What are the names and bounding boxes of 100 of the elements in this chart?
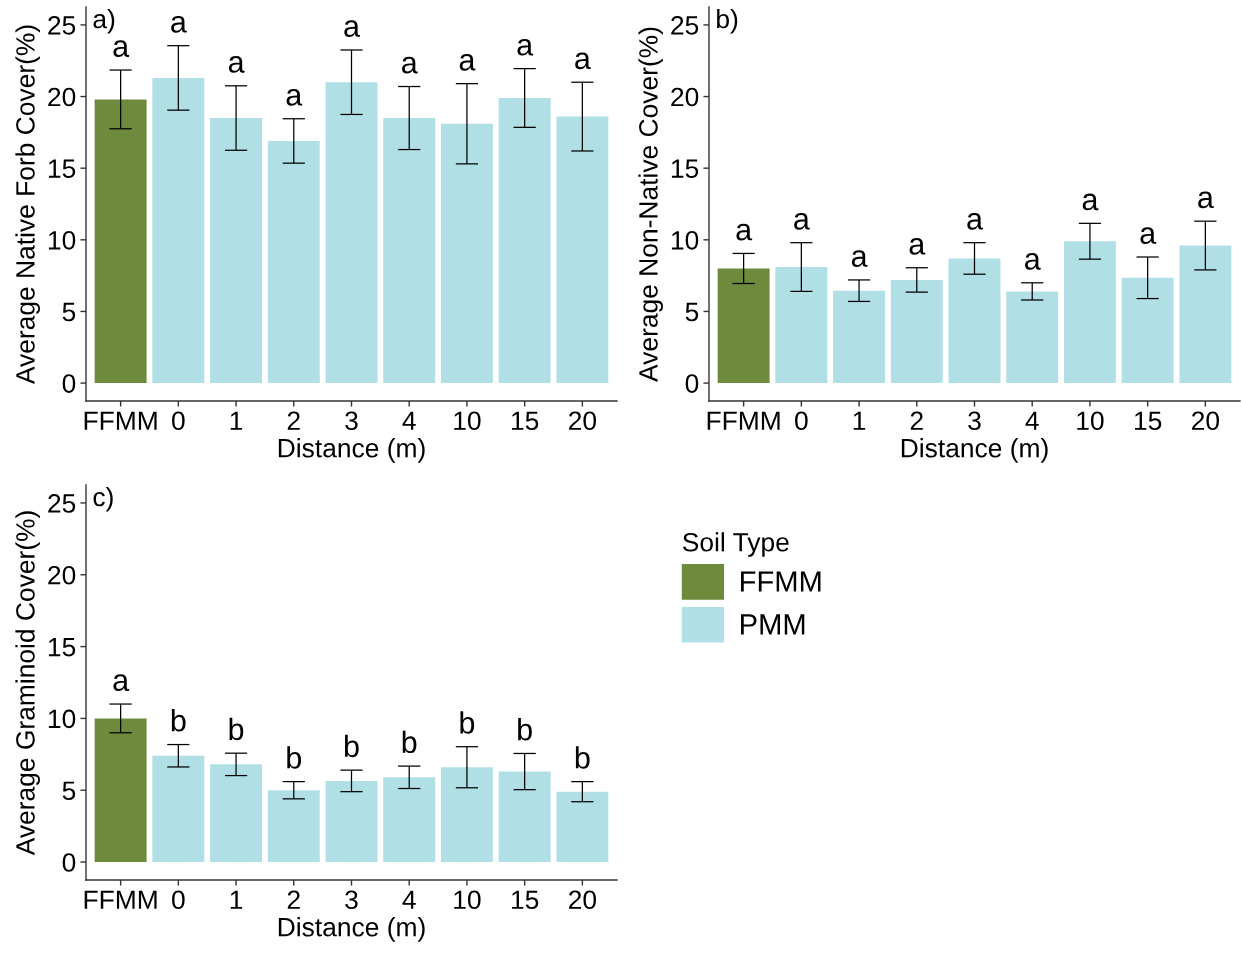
annotation: a [794, 212, 810, 230]
annotation: a [1140, 227, 1157, 245]
bar [210, 764, 263, 863]
y-tick-label: 20 [671, 87, 699, 107]
y-axis-title: Average Native Forb Cover(%) [15, 25, 40, 385]
bar [556, 791, 609, 863]
legend-label: PMM [741, 614, 805, 635]
annotation: a [1198, 191, 1214, 209]
x-tick-label: 3 [968, 411, 981, 431]
y-tick-label: 25 [48, 16, 76, 35]
bar [267, 790, 320, 863]
x-tick-label: FFMM [84, 890, 157, 909]
y-tick-label: 5 [62, 781, 76, 801]
annotation: a [575, 52, 591, 70]
bar [94, 99, 147, 384]
y-tick-label: 10 [48, 230, 76, 250]
y-axis-title: Average Graminoid Cover(%) [15, 511, 40, 856]
x-tick-label: 15 [511, 411, 539, 431]
bar [267, 140, 320, 384]
x-axis-title: Distance (m) [278, 917, 425, 942]
bar [325, 82, 378, 384]
bar [210, 118, 263, 384]
bar [383, 118, 436, 384]
x-tick-label: 4 [402, 411, 416, 430]
chart-title: a) [93, 8, 115, 34]
bar [440, 123, 493, 384]
annotation: a [736, 223, 753, 241]
x-tick-label: 15 [511, 890, 539, 910]
y-tick-label: 20 [48, 87, 76, 107]
bar [1006, 291, 1059, 384]
x-tick-label: 2 [910, 411, 923, 430]
annotation: a [113, 674, 130, 692]
annotation: b [518, 718, 532, 741]
x-tick-label: 10 [454, 411, 481, 431]
annotation: b [229, 717, 244, 741]
bar [1121, 277, 1174, 384]
x-tick-label: FFMM [84, 411, 157, 430]
annotation: a [1082, 193, 1099, 211]
bar [717, 268, 770, 384]
annotation: a [517, 38, 534, 56]
x-tick-label: 0 [172, 411, 185, 431]
x-tick-label: 20 [569, 890, 597, 910]
y-axis-title: Average Non-Native Cover(%) [638, 27, 663, 382]
y-tick-label: 20 [48, 565, 76, 585]
x-tick-label: 3 [345, 411, 358, 431]
x-tick-label: 20 [569, 411, 597, 431]
bar [1179, 245, 1232, 384]
annotation: a [228, 56, 245, 73]
annotation: a [344, 20, 360, 37]
x-tick-label: 4 [1025, 411, 1039, 430]
x-tick-label: 1 [853, 411, 866, 430]
bar [556, 116, 609, 384]
bar [498, 97, 551, 384]
annotation: a [171, 15, 187, 33]
x-axis-title: Distance (m) [278, 438, 425, 463]
y-tick-label: 5 [62, 302, 76, 322]
annotation: a [1025, 253, 1041, 270]
bar [775, 267, 828, 384]
bar [152, 77, 205, 384]
annotation: b [402, 730, 417, 754]
y-tick-label: 15 [48, 638, 76, 657]
x-tick-label: 20 [1192, 411, 1220, 431]
y-tick-label: 5 [685, 302, 699, 322]
bar [325, 780, 378, 863]
y-tick-label: 15 [48, 159, 76, 178]
x-tick-label: 10 [454, 890, 481, 910]
bar [94, 718, 147, 863]
annotation: b [460, 711, 475, 734]
y-tick-label: 0 [62, 374, 76, 393]
y-tick-label: 10 [48, 709, 76, 729]
y-tick-label: 15 [671, 159, 699, 178]
bar [383, 777, 436, 863]
x-tick-label: 0 [795, 411, 808, 431]
annotation: b [171, 709, 186, 732]
bar [440, 767, 493, 863]
y-tick-label: 0 [685, 374, 699, 393]
annotation: a [967, 212, 983, 230]
legend-title: Soil Type [682, 532, 789, 557]
annotation: b [344, 734, 359, 758]
x-axis-title: Distance (m) [901, 438, 1048, 463]
bar [1063, 241, 1116, 384]
x-tick-label: 2 [287, 411, 300, 430]
x-tick-label: 15 [1134, 411, 1162, 431]
chart-title: b) [717, 8, 738, 34]
y-tick-label: 25 [48, 494, 76, 513]
x-tick-label: FFMM [707, 411, 780, 430]
x-tick-label: 10 [1077, 411, 1104, 431]
annotation: b [575, 746, 590, 769]
bar [948, 258, 1001, 384]
x-tick-label: 2 [287, 890, 300, 909]
annotation: a [402, 56, 418, 74]
x-tick-label: 4 [402, 890, 416, 909]
annotation: a [909, 238, 926, 255]
annotation: a [113, 40, 130, 58]
y-tick-label: 10 [671, 230, 699, 250]
legend-label: FFMM [741, 571, 821, 592]
annotation: a [286, 89, 303, 106]
annotation: a [459, 53, 476, 71]
bar [498, 771, 551, 863]
bar [890, 279, 943, 384]
